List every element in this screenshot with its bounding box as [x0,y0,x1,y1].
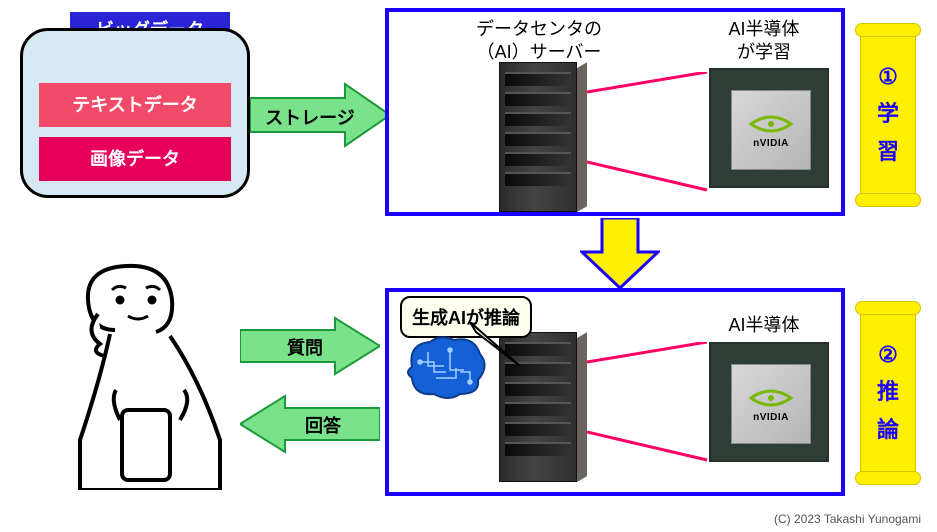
stage1-scroll-text: ① 学 習 [861,45,915,185]
person-icon [60,260,240,490]
bigdata-row-image: 画像データ [39,137,231,181]
arrow-answer-label: 回答 [288,412,358,438]
bigdata-panel: テキストデータ 画像データ [20,28,250,198]
arrow-down [580,218,660,288]
stage1-server-heading-l1: データセンタの [476,19,602,39]
nvidia-eye-icon [749,114,793,134]
stage2-chip-heading: AI半導体 [699,314,829,337]
stage2-scroll-marker: ② [878,342,898,368]
copyright: (C) 2023 Takashi Yunogami [774,512,921,526]
stage1-chip-heading: AI半導体 が学習 [699,18,829,63]
brain-icon [400,332,490,402]
stage1-scroll-char-0: 学 [877,96,899,128]
stage1-chip-heading-l1: AI半導体 [728,19,799,39]
stage1-chip-logo: nVIDIA [745,138,797,149]
stage1-connector-lines [587,72,717,192]
bigdata-row-text: テキストデータ [39,83,231,127]
arrow-question-label: 質問 [270,334,340,360]
stage1-scroll-char-1: 習 [877,134,899,166]
stage2-scroll: ② 推 論 [860,308,916,478]
stage2-chip-icon: nVIDIA [709,342,829,462]
stage1-scroll: ① 学 習 [860,30,916,200]
stage1-chip-icon: nVIDIA [709,68,829,188]
stage1-server-icon [499,62,587,212]
stage2-scroll-char-0: 推 [877,374,899,406]
stage1-chip-heading-l2: が学習 [737,42,791,62]
stage1-server-heading: データセンタの （AI）サーバー [459,18,619,63]
stage2-scroll-char-1: 論 [877,412,899,444]
stage2-chip-logo: nVIDIA [745,412,797,423]
arrow-storage-label: ストレージ [260,104,360,130]
stage1-server-heading-l2: （AI）サーバー [477,42,602,62]
stage2-connector-lines [587,342,717,462]
nvidia-eye-icon [749,388,793,408]
stage2-scroll-text: ② 推 論 [861,323,915,463]
stage1-scroll-marker: ① [878,64,898,90]
stage1-box: データセンタの （AI）サーバー AI半導体 が学習 nVIDIA [385,8,845,216]
